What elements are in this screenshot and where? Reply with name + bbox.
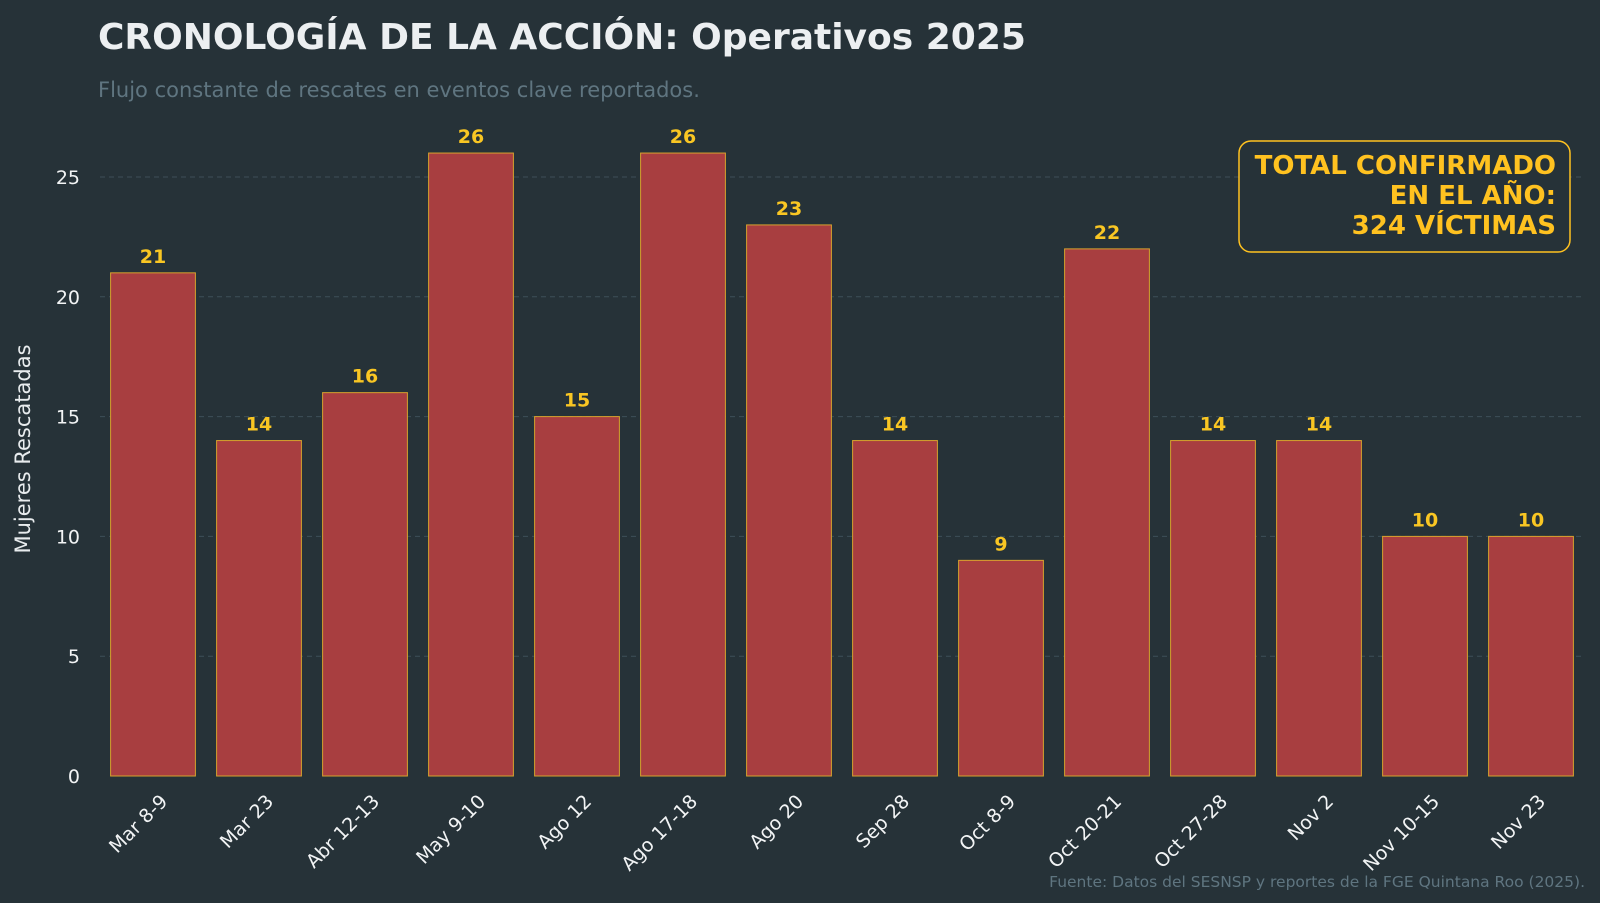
source-note: Fuente: Datos del SESNSP y reportes de l… [1049,873,1585,891]
bar [534,416,620,777]
bar [746,224,832,777]
x-tick-label: Abr 12-13 [302,791,384,873]
bar-value-label: 22 [1094,222,1120,244]
bar [428,152,514,777]
bar-value-label: 26 [670,126,696,148]
y-tick-label: 25 [56,167,80,189]
bar-value-label: 10 [1518,509,1544,531]
x-axis-ticks: Mar 8-9 Mar 23 Abr 12-13 May 9-10 Ago 12 Ago … [105,791,1550,876]
bar-value-label: 14 [1200,414,1226,436]
bar-value-label: 15 [564,390,590,412]
x-tick-label: Nov 2 [1284,791,1339,846]
chart-subtitle: Flujo constante de rescates en eventos c… [98,78,700,102]
bar [110,272,196,777]
x-tick-label: Ago 20 [745,791,808,854]
x-tick-label: Oct 20-21 [1044,791,1126,873]
x-tick-label: May 9-10 [412,791,490,869]
y-tick-label: 10 [56,526,80,548]
y-axis-label: Mujeres Rescatadas [11,344,35,553]
bar [958,559,1044,777]
y-tick-label: 5 [68,646,80,668]
bar-value-label: 14 [246,414,272,436]
bars [110,152,1574,777]
bar-value-label: 9 [994,533,1007,555]
chart-title: CRONOLOGÍA DE LA ACCIÓN: Operativos 2025 [98,16,1026,58]
bar-value-label: 26 [458,126,484,148]
bar [852,440,938,777]
bar-value-label: 14 [882,414,908,436]
x-tick-label: Nov 23 [1487,791,1550,854]
y-tick-label: 15 [56,407,80,429]
bar [322,392,408,777]
value-labels: 21 14 16 26 15 26 23 14 9 22 14 14 10 10 [140,126,1544,555]
x-tick-label: Nov 10-15 [1359,791,1444,876]
x-tick-label: Ago 12 [533,791,596,854]
x-tick-label: Oct 8-9 [955,791,1020,856]
bar [1488,535,1574,777]
x-tick-label: Mar 23 [216,791,278,853]
x-tick-label: Oct 27-28 [1150,791,1232,873]
y-axis-ticks: 0 5 10 15 20 25 [56,167,80,788]
bar-value-label: 23 [776,198,802,220]
total-line-3: 324 VÍCTIMAS [1352,209,1556,241]
bar [216,440,302,777]
bar [1170,440,1256,777]
y-tick-label: 20 [56,287,80,309]
total-line-2: EN EL AÑO: [1390,179,1556,211]
total-callout-box [1238,140,1571,253]
bar-value-label: 14 [1306,414,1332,436]
x-tick-label: Sep 28 [852,791,914,853]
bar [640,152,726,777]
total-callout: TOTAL CONFIRMADO EN EL AÑO: 324 VÍCTIMAS [1238,140,1571,253]
bar-value-label: 10 [1412,509,1438,531]
bar [1276,440,1362,777]
bar-value-label: 16 [352,366,378,388]
y-tick-label: 0 [68,766,80,788]
x-tick-label: Ago 17-18 [617,791,702,876]
bar-value-label: 21 [140,246,166,268]
x-tick-label: Mar 8-9 [105,791,172,858]
total-line-1: TOTAL CONFIRMADO [1255,151,1556,181]
bar [1382,535,1468,777]
bar [1064,248,1150,777]
